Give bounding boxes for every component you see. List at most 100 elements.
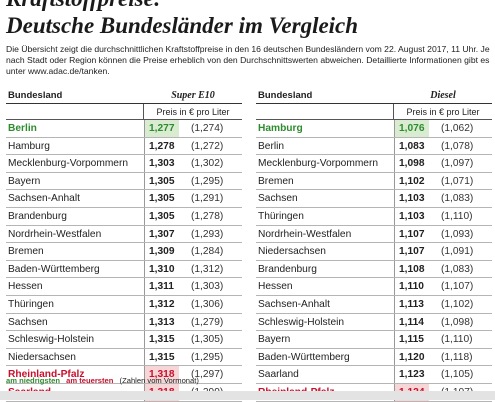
state-name: Schleswig-Holstein [258,316,345,328]
previous-month-value: (1,062) [441,123,474,134]
unit-row: Preis in € pro Liter [256,104,492,120]
state-name: Nordrhein-Westfalen [258,228,352,240]
previous-month-value: (1,110) [441,334,473,346]
previous-month-value: (1,305) [191,334,224,346]
state-name: Niedersachsen [8,351,76,363]
table-row: Hamburg 1,278 (1,272) [6,137,242,156]
state-name: Thüringen [8,298,54,310]
table-row: Bayern 1,115 (1,110) [256,331,492,349]
table-row: Berlin 1,277 (1,274) [6,120,242,138]
previous-month-value: (1,083) [441,263,474,275]
state-name: Hamburg [8,140,50,152]
title-line-1-clip: Kraftstoffpreise: [6,0,491,14]
previous-month-value: (1,093) [441,228,474,240]
price-value: 1,312 [144,295,179,313]
previous-month-value: (1,091) [441,246,474,258]
previous-month-value: (1,272) [191,140,224,152]
table-header: Bundesland Super E10 [6,87,242,104]
price-value: 1,315 [144,331,179,348]
price-value: 1,305 [144,172,179,190]
legend-note: (Zahlen vom Vormonat) [119,376,199,385]
table-row: Sachsen-Anhalt 1,113 (1,102) [256,295,492,314]
price-value: 1,310 [144,260,179,278]
table-row: Mecklenburg-Vorpommern 1,303 (1,302) [6,155,242,173]
previous-month-value: (1,278) [191,210,224,222]
price-value: 1,307 [144,225,179,243]
table-row: Brandenburg 1,108 (1,083) [256,260,492,279]
state-name: Niedersachsen [258,246,326,258]
price-value: 1,110 [394,278,429,295]
state-name: Thüringen [258,210,304,222]
table-row: Hamburg 1,076 (1,062) [256,120,492,138]
previous-month-value: (1,284) [191,246,224,258]
price-value: 1,103 [394,190,429,207]
state-name: Berlin [8,123,37,134]
state-name: Sachsen [8,316,48,328]
state-name: Bremen [258,175,294,187]
table-row: Baden-Württemberg 1,310 (1,312) [6,260,242,279]
unit-label: Preis in € pro Liter [143,104,242,119]
previous-month-value: (1,083) [441,193,474,205]
previous-month-value: (1,098) [441,316,474,328]
state-name: Hessen [8,281,43,293]
table-row: Thüringen 1,103 (1,110) [256,207,492,226]
unit-label: Preis in € pro Liter [393,104,492,119]
previous-month-value: (1,279) [191,316,224,328]
state-name: Schleswig-Holstein [8,334,95,346]
table-row: Schleswig-Holstein 1,114 (1,098) [256,313,492,332]
table-row: Sachsen 1,313 (1,279) [6,313,242,332]
state-name: Mecklenburg-Vorpommern [8,158,129,170]
state-name: Bayern [258,334,291,346]
previous-month-value: (1,110) [441,210,473,222]
table-row: Niedersachsen 1,315 (1,295) [6,348,242,367]
price-value: 1,277 [144,120,179,137]
state-name: Berlin [258,140,285,152]
previous-month-value: (1,078) [441,140,474,152]
previous-month-value: (1,302) [191,158,224,170]
table-row: Thüringen 1,312 (1,306) [6,295,242,314]
previous-month-value: (1,118) [441,351,473,363]
price-value: 1,115 [394,331,429,348]
table-row: Bremen 1,102 (1,071) [256,172,492,191]
state-name: Saarland [258,369,299,381]
state-name: Brandenburg [258,263,317,275]
title-line-1: Kraftstoffpreise: [6,0,491,11]
table-row: Hessen 1,110 (1,107) [256,278,492,296]
legend-lowest: am niedrigsten [6,376,61,385]
price-value: 1,311 [144,278,179,295]
price-value: 1,305 [144,207,179,225]
table-row: Nordrhein-Westfalen 1,107 (1,093) [256,225,492,244]
previous-month-value: (1,295) [191,175,224,187]
price-value: 1,098 [394,155,429,172]
previous-month-value: (1,291) [191,193,224,205]
price-value: 1,107 [394,243,429,260]
price-value: 1,305 [144,190,179,207]
price-value: 1,083 [394,137,429,155]
bottom-bar [0,391,495,400]
column-header-state: Bundesland [8,90,63,101]
previous-month-value: (1,107) [441,281,474,293]
price-value: 1,318 [144,366,179,383]
state-name: Sachsen-Anhalt [8,193,80,205]
table-row: Sachsen-Anhalt 1,305 (1,291) [6,190,242,208]
previous-month-value: (1,297) [191,369,224,381]
unit-row: Preis in € pro Liter [6,104,242,120]
previous-month-value: (1,303) [191,281,224,293]
table-row: Brandenburg 1,305 (1,278) [6,207,242,226]
column-header-fuel: Super E10 [171,90,215,101]
title-line-2: Deutsche Bundesländer im Vergleich [6,13,359,38]
previous-month-value: (1,097) [441,158,474,170]
previous-month-value: (1,102) [441,298,474,310]
previous-month-value: (1,295) [191,351,224,363]
table-row: Bayern 1,305 (1,295) [6,172,242,191]
table-body: Berlin 1,277 (1,274) Hamburg 1,278 (1,272) Mec… [6,120,242,402]
previous-month-value: (1,071) [441,175,474,187]
price-value: 1,123 [394,366,429,383]
state-name: Rheinland-Pfalz [8,369,85,381]
price-value: 1,113 [394,295,429,313]
intro-text: Die Übersicht zeigt die durchschnittlich… [6,44,490,76]
price-value: 1,313 [144,313,179,331]
previous-month-value: (1,105) [441,369,474,381]
column-header-fuel: Diesel [430,90,456,101]
price-value: 1,108 [394,260,429,278]
